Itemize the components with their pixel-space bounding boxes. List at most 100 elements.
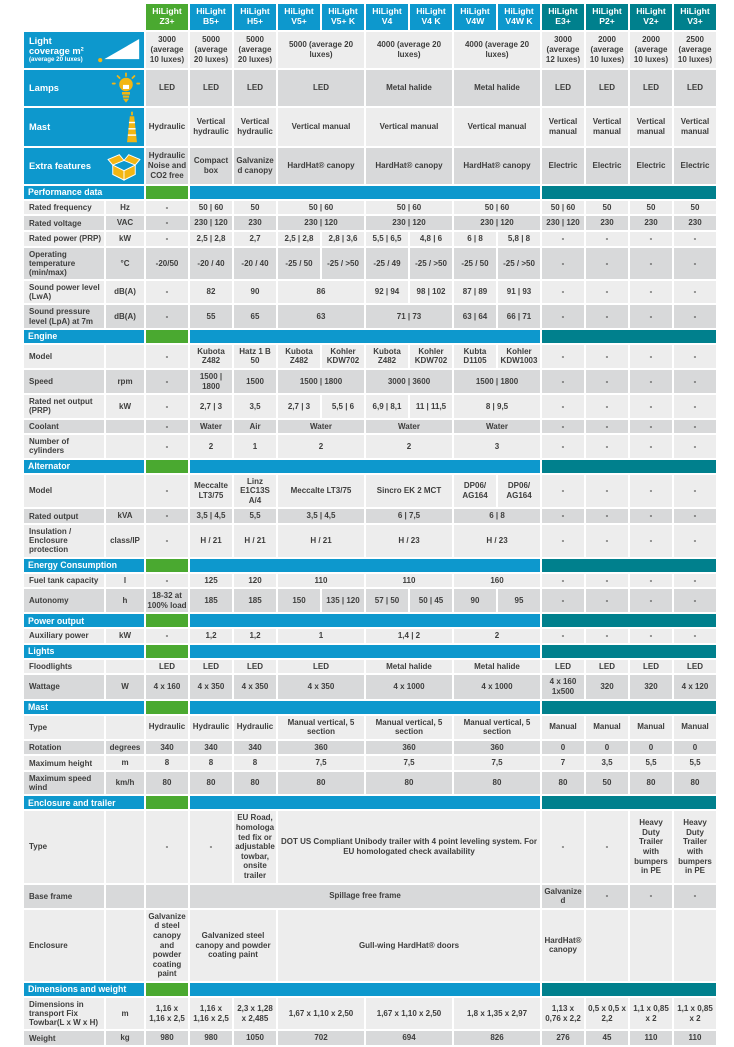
cell-value: 50 <box>602 202 612 212</box>
spec-cell: 2000 (average 10 luxes) <box>630 31 672 68</box>
cell-value: Manual <box>593 722 621 732</box>
spec-cell: Manual <box>674 715 716 739</box>
spec-cell: Metal halide <box>366 69 452 106</box>
spec-cell: 8 | 9,5 <box>454 395 540 418</box>
spec-cell: 4 x 350 <box>278 675 364 699</box>
cell-value: 110 <box>644 1033 658 1043</box>
row-unit <box>106 909 144 981</box>
cell-value: - <box>605 441 609 451</box>
spec-cell: 320 <box>586 675 628 699</box>
cell-value: - <box>165 421 169 431</box>
cell-value: - <box>649 486 653 496</box>
cell-value: 6 | 8 <box>489 511 505 521</box>
spec-cell: - <box>586 811 628 883</box>
cell-value: LED <box>203 661 219 671</box>
spec-cell: - <box>146 281 188 304</box>
row-label: Sound pressure level (LpA) at 7m <box>24 305 104 328</box>
spec-cell: Water <box>454 419 540 434</box>
cell-value: 65 <box>250 311 260 321</box>
cell-value: 8 <box>208 758 214 768</box>
spec-cell: 2500 (average 10 luxes) <box>674 31 716 68</box>
cell-value: 694 <box>402 1033 416 1043</box>
section-bar-green <box>146 700 188 714</box>
section-bar-green <box>146 558 188 572</box>
spec-cell: 125 <box>190 573 232 588</box>
cell-value: 80 <box>250 778 260 788</box>
spec-cell: - <box>542 509 584 523</box>
cell-value: 1050 <box>246 1033 264 1043</box>
spec-cell: - <box>586 573 628 588</box>
spec-cell: - <box>674 370 716 394</box>
spec-cell: 65 <box>234 305 276 328</box>
spec-cell: 57 | 50 <box>366 589 408 613</box>
cell-value: H / 23 <box>486 535 508 545</box>
cell-value: 1,4 | 2 <box>397 631 421 641</box>
spec-cell: - <box>146 216 188 230</box>
section-bar-green <box>146 644 188 658</box>
spec-cell: Sincro EK 2 MCT <box>366 474 452 508</box>
spec-cell: - <box>674 629 716 643</box>
cell-value: 4 x 160 1x500 <box>549 677 577 697</box>
spec-cell: 4 x 350 <box>190 675 232 699</box>
spec-cell: LED <box>630 69 672 106</box>
cell-value: - <box>649 441 653 451</box>
cell-value: 6,9 | 8,1 <box>372 401 402 411</box>
spec-cell: Compact box <box>190 147 232 184</box>
spec-cell: 230 | 120 <box>366 216 452 230</box>
spec-row: Fuel tank capacity l - 125 120 110 110 160 - - - - <box>24 573 716 588</box>
spec-cell: 45 <box>586 1031 628 1046</box>
cell-value: 5,8 | 8 <box>507 233 531 243</box>
section-header-row: Dimensions and weight <box>24 982 716 996</box>
spec-cell: 1,16 x 1,16 x 2,5 <box>146 997 188 1030</box>
cell-value: - <box>693 595 697 605</box>
cell-value: - <box>165 287 169 297</box>
cell-value: LED <box>247 661 263 671</box>
spec-cell: 6 | 8 <box>454 509 540 523</box>
spec-cell: 87 | 89 <box>454 281 496 304</box>
spec-cell: - <box>630 247 672 280</box>
cell-value: 1 <box>252 441 258 451</box>
cell-value: - <box>561 351 565 361</box>
spec-cell: - <box>586 524 628 557</box>
row-unit: Hz <box>106 200 144 215</box>
spec-cell: 230 | 120 <box>278 216 364 230</box>
feature-label-text: Mast <box>29 122 50 132</box>
spec-cell: - <box>674 305 716 328</box>
cell-value: - <box>561 842 565 852</box>
cell-value: Galvanized <box>544 886 582 906</box>
product-model: B5+ <box>202 15 219 26</box>
row-unit: rpm <box>106 370 144 394</box>
spec-cell: - <box>146 305 188 328</box>
cell-value: 1,1 x 0,85 x 2 <box>677 1004 713 1023</box>
cell-value: 230 <box>600 218 614 228</box>
section-bar-green <box>146 185 188 199</box>
spec-cell: - <box>630 589 672 613</box>
cell-value: 80 <box>558 778 568 788</box>
cell-value: 2,3 x 1,28 x 2,485 <box>237 1004 273 1023</box>
spec-row: Maximum height m 8 8 8 7,5 7,5 7,5 7 3,5 5,5 5,5 <box>24 756 716 771</box>
cell-value: 1,67 x 1,10 x 2,50 <box>376 1008 442 1018</box>
spec-row: Dimensions in transport Fix Towbar(L x W… <box>24 997 716 1030</box>
spec-cell: 7,5 <box>278 756 364 771</box>
spec-cell: 80 <box>366 772 452 795</box>
spec-cell: LED <box>234 659 276 674</box>
spec-cell: 7,5 <box>366 756 452 771</box>
cell-value: 1,1 x 0,85 x 2 <box>633 1004 669 1023</box>
spec-cell: 110 <box>366 573 452 588</box>
spec-cell: -25 / >50 <box>322 247 364 280</box>
spec-cell: 185 <box>190 589 232 613</box>
spec-cell: 80 <box>146 772 188 795</box>
cell-value: 45 <box>602 1033 612 1043</box>
cell-value: Water <box>486 421 508 431</box>
spec-row: Enclosure Galvanized steel canopy and pow… <box>24 909 716 981</box>
spec-cell: 1,67 x 1,10 x 2,50 <box>278 997 364 1030</box>
spec-cell: 5000 (average 20 luxes) <box>234 31 276 68</box>
cell-value: Vertical manual <box>636 117 666 136</box>
cell-value: -25 / >50 <box>327 258 359 268</box>
cell-value: - <box>165 842 169 852</box>
spec-row: Floodlights LED LED LED LED Metal halide Metal… <box>24 659 716 674</box>
spec-cell: 6 | 7,5 <box>366 509 452 523</box>
spec-row: Type - - EU Road, homologated fix or adjust… <box>24 811 716 883</box>
cell-value: 6 | 8 <box>467 233 483 243</box>
spec-cell: 702 <box>278 1031 364 1046</box>
